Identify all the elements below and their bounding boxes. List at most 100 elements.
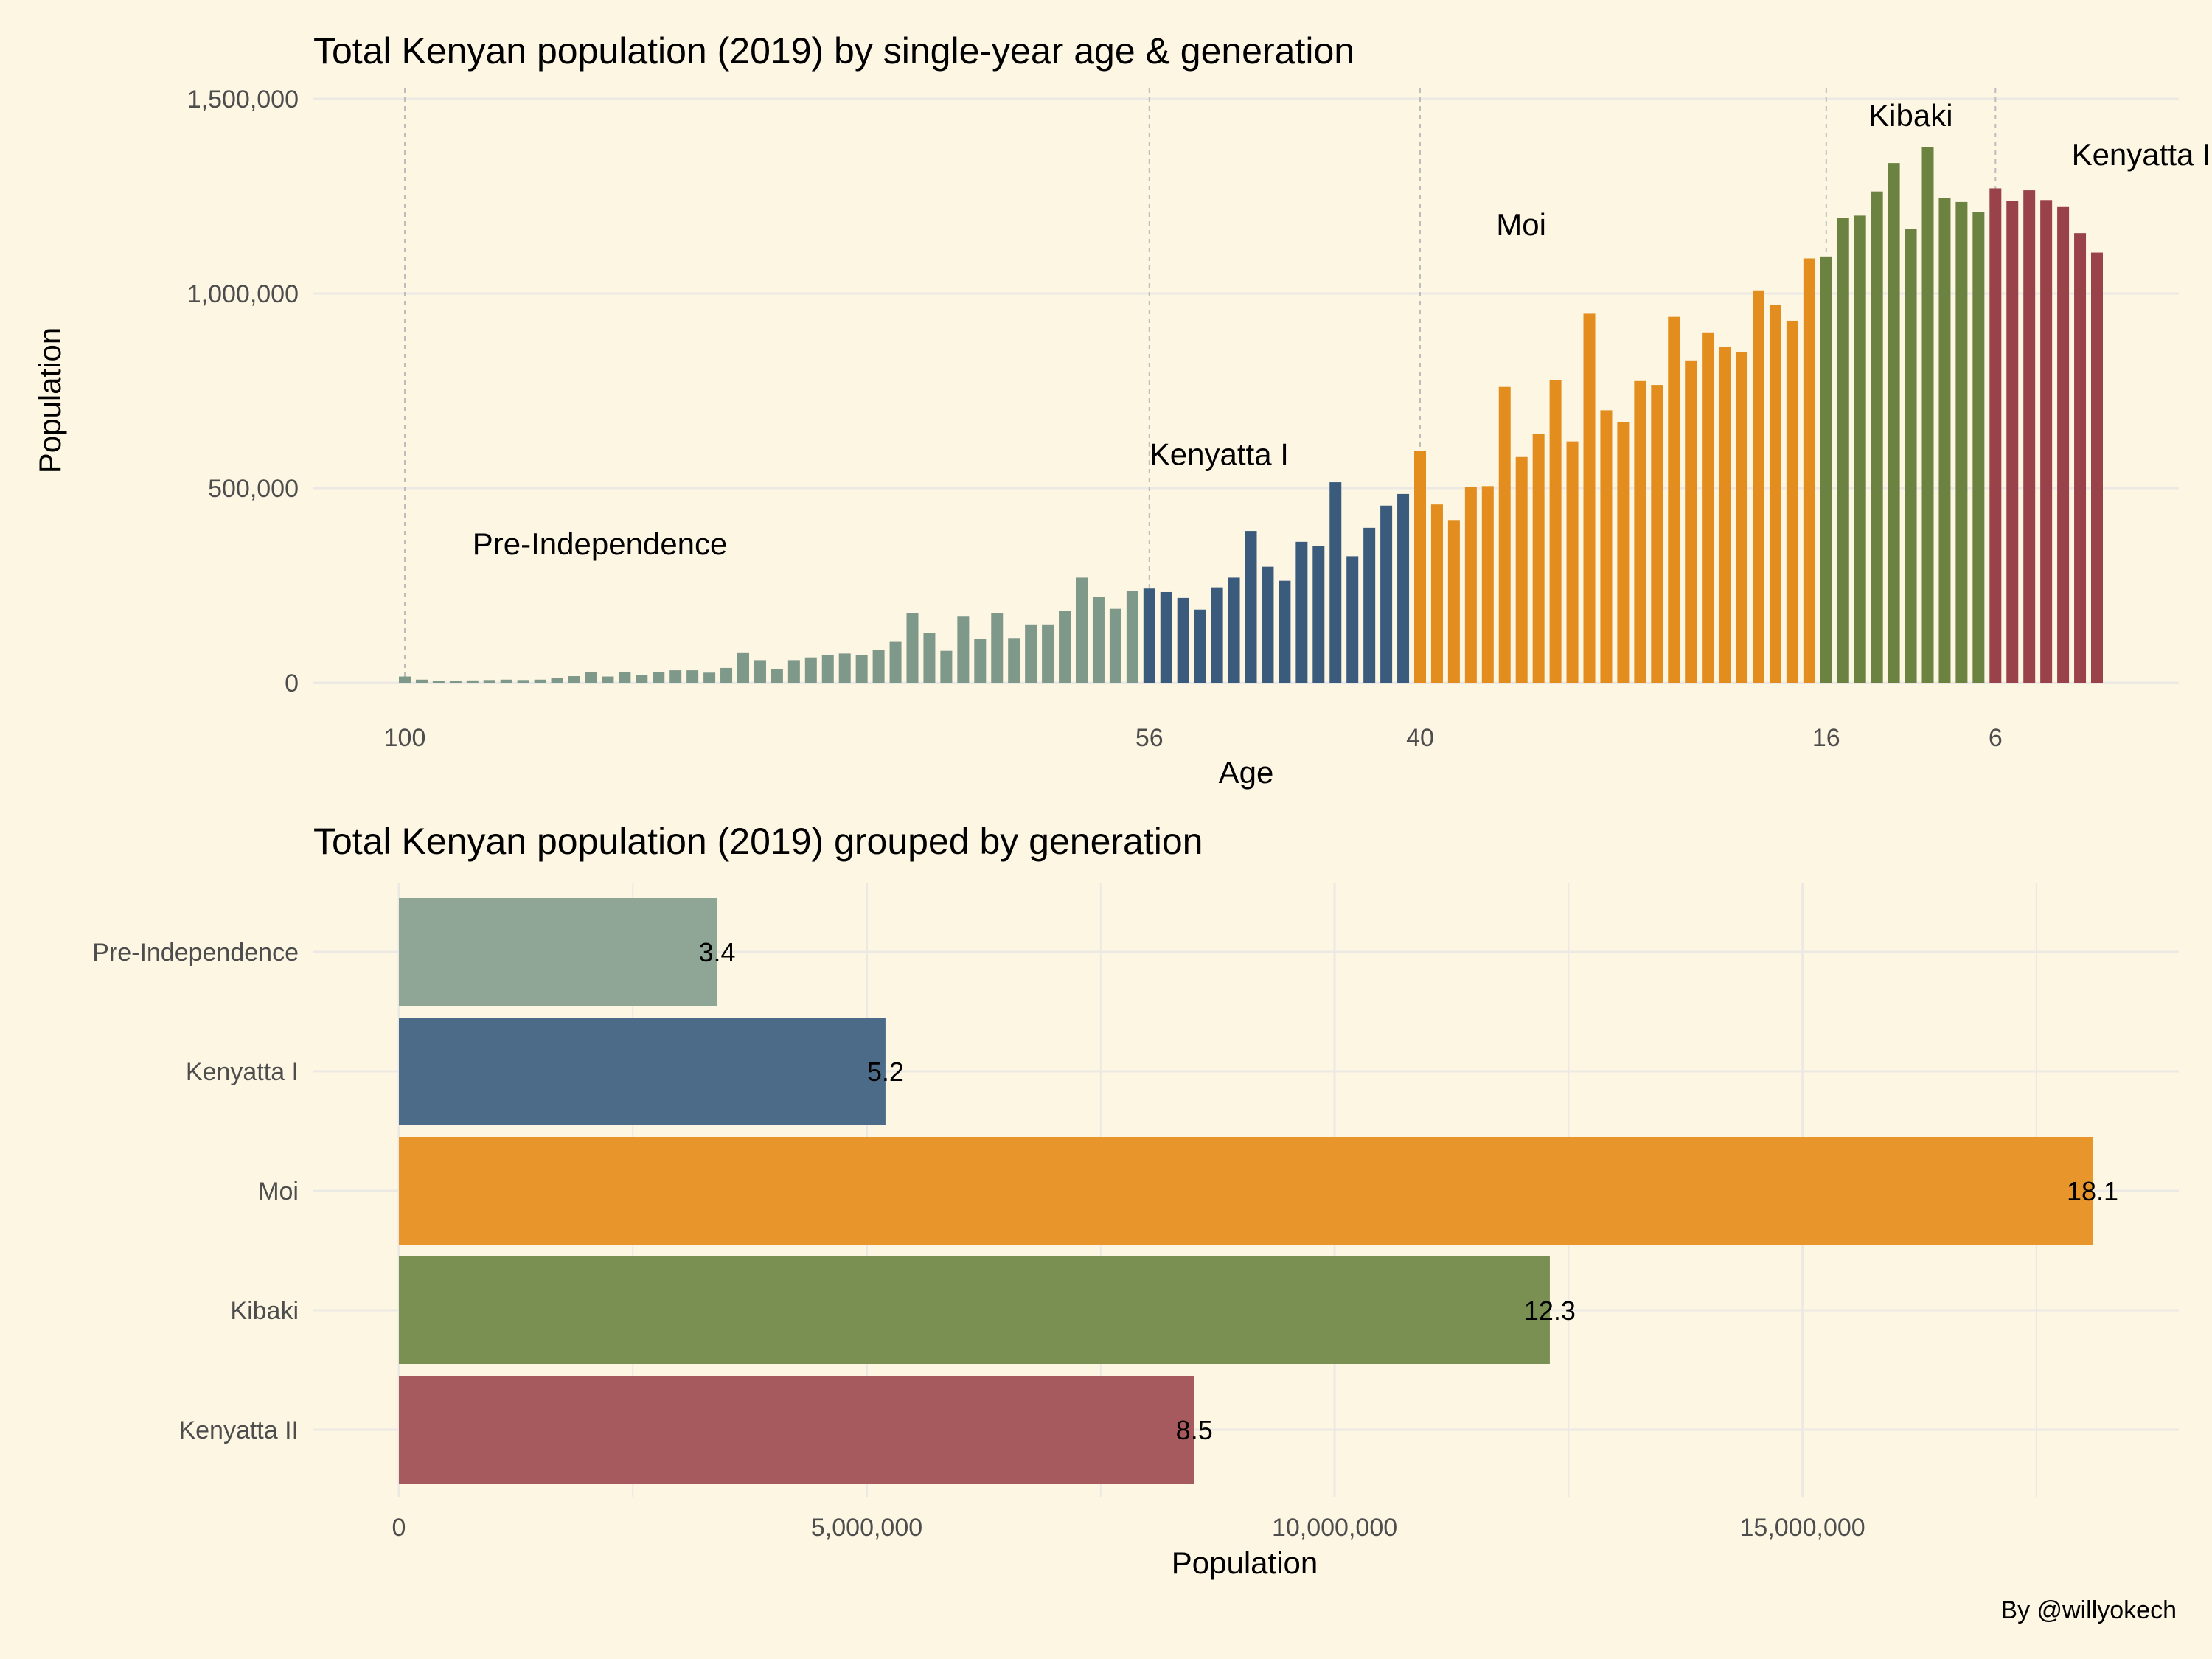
age-bar: [500, 679, 512, 683]
age-bar: [568, 676, 580, 683]
category-label: Kibaki: [230, 1297, 299, 1325]
age-bar: [1583, 313, 1596, 683]
age-bar: [838, 653, 851, 683]
age-bar: [1938, 198, 1951, 683]
age-bar: [2040, 200, 2053, 683]
age-bar: [1888, 163, 1900, 683]
author-caption: By @willyokech: [2000, 1596, 2177, 1624]
y-tick-label: 1,000,000: [187, 280, 299, 308]
generation-annotation: Kibaki: [1868, 98, 1952, 133]
age-bar: [1025, 624, 1037, 683]
generation-data-labels: 3.4 5.2 18.1 12.3 8.5: [698, 937, 2118, 1445]
age-bar: [466, 680, 479, 683]
age-bar: [1346, 556, 1359, 683]
age-bar: [1854, 215, 1866, 683]
category-label: Kenyatta II: [178, 1416, 299, 1444]
age-bar: [737, 652, 749, 683]
age-bar: [1211, 587, 1223, 683]
generation-chart-title: Total Kenyan population (2019) grouped b…: [313, 821, 1203, 862]
age-bar: [1363, 527, 1376, 683]
age-bar: [1972, 212, 1985, 683]
age-bar: [1566, 441, 1579, 683]
age-bar: [974, 639, 987, 683]
generation-annotation: Pre-Independence: [473, 526, 728, 561]
y-tick-label: 0: [285, 669, 299, 698]
age-bar: [923, 633, 936, 683]
age-bar: [1668, 316, 1680, 683]
age-bar: [991, 613, 1004, 683]
age-chart-y-ticks: 0 500,000 1,000,000 1,500,000: [187, 86, 299, 698]
age-bar: [1397, 493, 1410, 683]
category-label: Moi: [258, 1178, 299, 1206]
age-bar: [1312, 546, 1325, 683]
age-bar: [2091, 252, 2103, 683]
age-bar: [2074, 233, 2087, 683]
generation-chart-panel: Total Kenyan population (2019) grouped b…: [92, 821, 2179, 1580]
age-bar: [1989, 188, 2002, 683]
age-bar: [1905, 229, 1917, 683]
age-bar: [1803, 258, 1815, 684]
age-bar: [1786, 320, 1798, 683]
age-bar: [432, 681, 445, 683]
generation-annotation: Kenyatta II: [2072, 137, 2212, 172]
x-tick-label: 56: [1135, 724, 1164, 752]
bar-value-label: 3.4: [698, 937, 735, 967]
x-tick-label: 5,000,000: [811, 1514, 922, 1542]
age-bar: [1076, 577, 1088, 683]
age-bar: [686, 670, 699, 683]
bar-value-label: 5.2: [867, 1057, 904, 1087]
age-chart-x-ticks: 100 56 40 16 6: [384, 724, 2003, 752]
age-bar: [1719, 347, 1731, 683]
age-chart-x-axis-title: Age: [1219, 755, 1274, 790]
age-bar: [720, 667, 733, 683]
age-bar: [1532, 434, 1545, 683]
age-bar: [940, 650, 953, 683]
generation-boundary-lines: [404, 88, 1997, 683]
age-bar: [619, 672, 631, 683]
age-chart-y-axis-title: Population: [32, 327, 67, 474]
age-bar: [517, 680, 529, 683]
age-bar: [1430, 504, 1443, 683]
age-bar: [669, 670, 682, 683]
age-bar: [1515, 456, 1528, 683]
age-bar: [1481, 486, 1494, 683]
age-bar: [1380, 505, 1393, 683]
age-bar: [1279, 580, 1291, 683]
age-bar: [1194, 609, 1206, 683]
generation-chart-x-axis-title: Population: [1172, 1545, 1318, 1580]
age-bar: [602, 676, 614, 683]
generation-bar: [399, 1018, 886, 1125]
bar-value-label: 18.1: [2067, 1176, 2118, 1206]
generation-bar: [399, 898, 717, 1006]
x-tick-label: 16: [1812, 724, 1840, 752]
age-bar: [1498, 386, 1511, 683]
age-bar: [1871, 191, 1883, 683]
bar-value-label: 8.5: [1176, 1415, 1213, 1445]
age-bar: [855, 654, 868, 683]
age-bar: [703, 672, 716, 683]
x-tick-label: 40: [1406, 724, 1434, 752]
age-bar: [1447, 520, 1460, 683]
age-chart-panel: Total Kenyan population (2019) by single…: [32, 30, 2212, 790]
generation-chart-x-ticks: 0 5,000,000 10,000,000 15,000,000: [392, 1514, 1865, 1542]
age-bars: [399, 147, 2103, 684]
age-bar: [1008, 638, 1020, 683]
age-bar: [1685, 360, 1697, 683]
age-bar: [1617, 422, 1630, 683]
age-bar: [636, 675, 648, 683]
age-bar: [1295, 541, 1308, 683]
generation-annotation: Moi: [1496, 207, 1546, 242]
age-bar: [787, 660, 800, 683]
age-bar: [804, 657, 817, 683]
age-bar: [1092, 597, 1105, 683]
age-bar: [1177, 597, 1189, 683]
age-bar: [906, 613, 919, 683]
age-bar: [754, 660, 766, 683]
age-bar: [399, 676, 411, 683]
age-bar: [872, 650, 885, 683]
age-bar: [1820, 256, 1832, 684]
age-bar: [1329, 482, 1342, 683]
x-tick-label: 100: [384, 724, 426, 752]
age-bar: [1160, 591, 1172, 683]
